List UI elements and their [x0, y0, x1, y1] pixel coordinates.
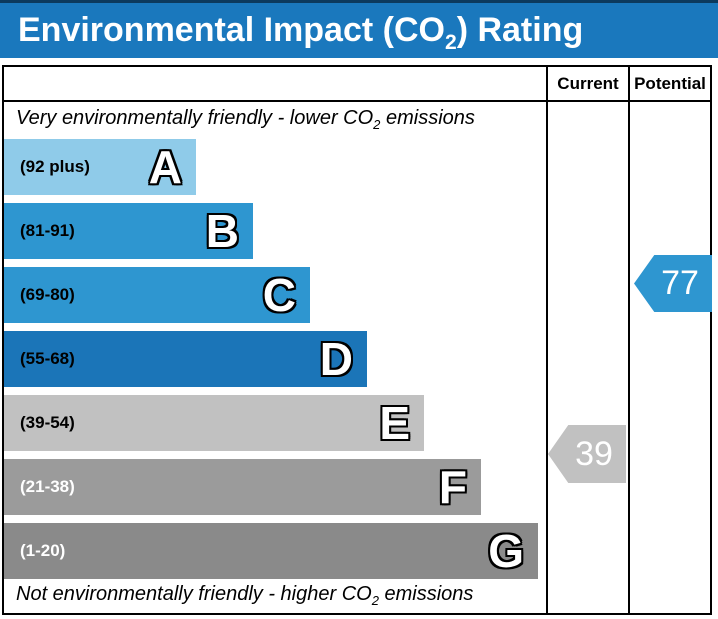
title-subscript: 2 — [444, 30, 457, 54]
current-column-header: Current — [557, 73, 619, 93]
band-e: (39-54) E — [4, 395, 424, 451]
band-d-range-label: (55-68) — [20, 349, 75, 368]
current-column-divider — [546, 67, 548, 613]
potential-rating-value: 77 — [661, 264, 699, 302]
band-b: (81-91) B — [4, 203, 253, 259]
band-g-letter: G — [488, 525, 524, 577]
band-f-range-label: (21-38) — [20, 477, 75, 496]
band-d: (55-68) D — [4, 331, 367, 387]
band-a: (92 plus) A — [4, 139, 196, 195]
band-e-range-label: (39-54) — [20, 413, 75, 432]
band-g-range-label: (1-20) — [20, 541, 66, 560]
title-bar: Environmental Impact (CO2) Rating — [0, 3, 718, 58]
potential-rating-arrow: 77 — [634, 255, 712, 312]
band-f: (21-38) F — [4, 459, 481, 515]
band-e-letter: E — [379, 397, 410, 449]
top-note: Very environmentally friendly - lower CO… — [16, 107, 475, 132]
table-header-row: Current Potential — [4, 67, 710, 102]
band-b-range-label: (81-91) — [20, 221, 75, 240]
bottom-note: Not environmentally friendly - higher CO… — [16, 583, 474, 608]
current-rating-arrow: 39 — [548, 425, 626, 483]
band-d-letter: D — [319, 333, 353, 385]
top-edge-line — [0, 0, 718, 3]
potential-column-header: Potential — [634, 73, 706, 93]
band-f-letter: F — [438, 461, 467, 513]
band-c-letter: C — [262, 269, 296, 321]
band-c-range-label: (69-80) — [20, 285, 75, 304]
band-a-range-label: (92 plus) — [20, 157, 90, 176]
rating-table: Current Potential Very environmentally f… — [2, 65, 712, 615]
potential-column-divider — [628, 67, 630, 613]
band-a-letter: A — [148, 141, 182, 193]
band-b-letter: B — [205, 205, 239, 257]
band-c: (69-80) C — [4, 267, 310, 323]
band-g: (1-20) G — [4, 523, 538, 579]
current-rating-value: 39 — [575, 434, 613, 473]
page-title: Environmental Impact (CO2) Rating — [18, 11, 584, 54]
